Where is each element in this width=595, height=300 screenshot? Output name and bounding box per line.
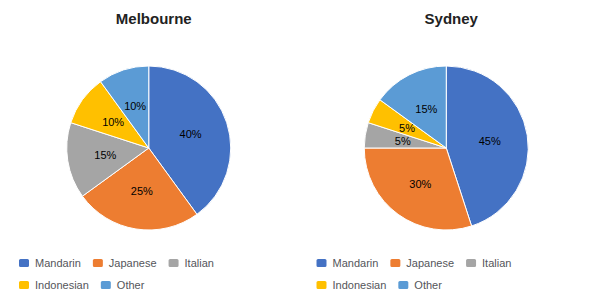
svg-text:Japanese: Japanese — [406, 257, 454, 269]
svg-text:Japanese: Japanese — [109, 257, 157, 269]
svg-text:40%: 40% — [180, 128, 202, 140]
svg-text:Indonesian: Indonesian — [333, 279, 387, 291]
svg-text:15%: 15% — [415, 103, 437, 115]
svg-text:10%: 10% — [124, 100, 146, 112]
svg-text:5%: 5% — [395, 135, 411, 147]
svg-text:Indonesian: Indonesian — [35, 279, 89, 291]
svg-text:Sydney: Sydney — [425, 10, 479, 27]
svg-text:45%: 45% — [479, 135, 501, 147]
svg-text:10%: 10% — [102, 116, 124, 128]
svg-text:30%: 30% — [409, 178, 431, 190]
svg-text:Italian: Italian — [482, 257, 511, 269]
svg-text:Other: Other — [117, 279, 145, 291]
svg-text:Mandarin: Mandarin — [333, 257, 379, 269]
svg-text:Italian: Italian — [185, 257, 214, 269]
svg-text:Other: Other — [414, 279, 442, 291]
svg-text:15%: 15% — [94, 149, 116, 161]
svg-text:5%: 5% — [399, 122, 415, 134]
svg-text:25%: 25% — [131, 185, 153, 197]
svg-text:Melbourne: Melbourne — [116, 10, 192, 27]
svg-text:Mandarin: Mandarin — [35, 257, 81, 269]
